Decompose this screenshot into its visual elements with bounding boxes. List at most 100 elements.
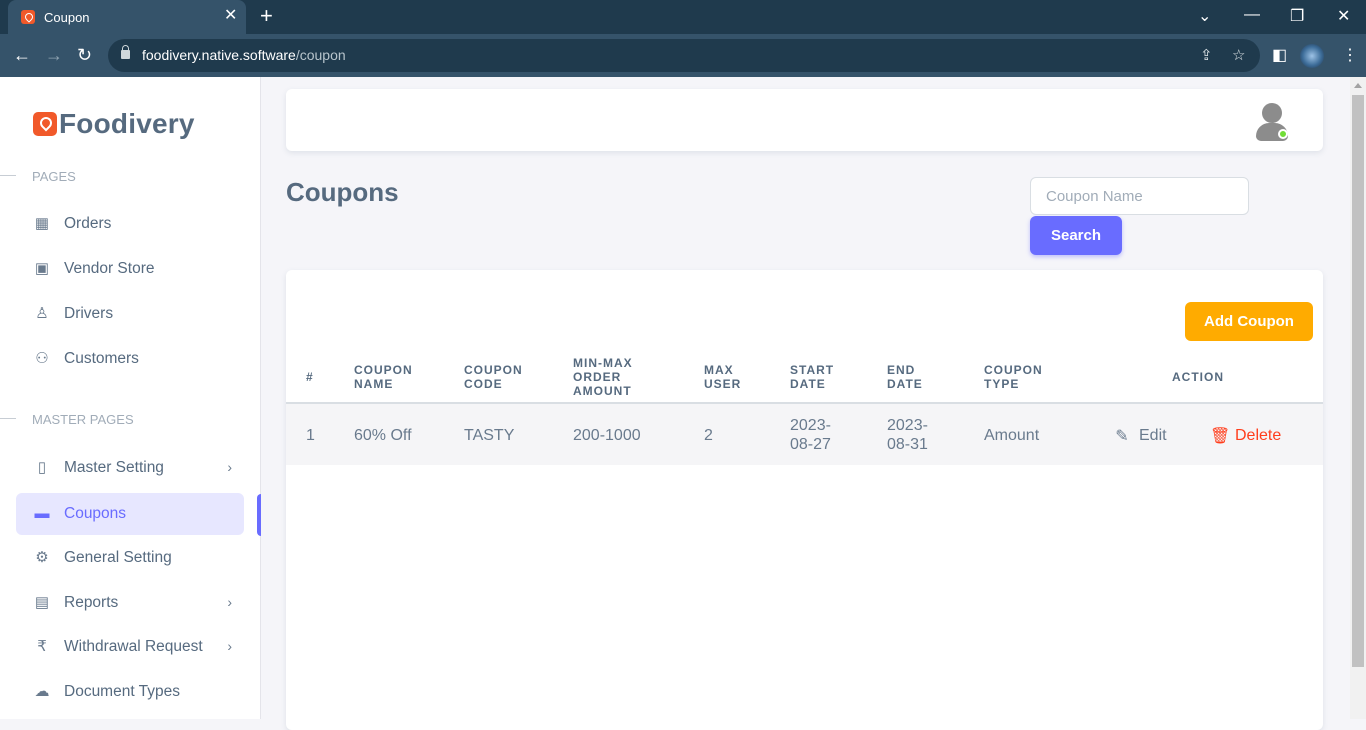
sidebar-item-label: Drivers xyxy=(64,305,114,322)
column-header-coupon-name: COUPON NAME xyxy=(354,363,413,391)
avatar-head xyxy=(1262,103,1282,123)
search-button[interactable]: Search xyxy=(1030,216,1122,255)
sidebar-item-label: Master Setting xyxy=(64,459,164,476)
grid-icon: ▦ xyxy=(34,215,50,232)
column-header-end-date: END DATE xyxy=(887,363,923,391)
column-header-index: # xyxy=(306,370,314,384)
brand-logo[interactable]: Foodivery xyxy=(33,108,195,140)
address-bar[interactable]: foodivery.native.software/coupon ⇪ ☆ xyxy=(108,39,1260,72)
page: Foodivery PAGES ▦ Orders ▣ Vendor Store … xyxy=(0,77,1366,730)
side-panel-icon[interactable]: ◧ xyxy=(1272,47,1288,64)
table-row: 1 60% Off TASTY 200-1000 2 2023-08-27 20… xyxy=(286,404,1323,465)
scroll-up-arrow-icon[interactable] xyxy=(1354,83,1362,88)
profile-avatar[interactable] xyxy=(1300,44,1324,68)
trash-icon: 🗑 xyxy=(1210,428,1231,445)
sidebar-item-label: Customers xyxy=(64,350,139,367)
divider xyxy=(0,175,16,176)
column-header-start-date: START DATE xyxy=(790,363,835,391)
edit-button[interactable]: ✎ Edit xyxy=(1114,426,1167,446)
column-header-action: ACTION xyxy=(1172,370,1224,384)
column-header-coupon-type: COUPON TYPE xyxy=(984,363,1043,391)
file-icon: ▤ xyxy=(34,594,50,611)
favicon-icon xyxy=(21,10,35,24)
sidebar-item-label: Reports xyxy=(64,594,119,611)
sidebar-item-reports[interactable]: ▤ Reports › xyxy=(16,582,244,624)
chevron-right-icon: › xyxy=(227,594,232,610)
browser-tab[interactable]: Coupon ✕ xyxy=(8,0,246,34)
sidebar: Foodivery PAGES ▦ Orders ▣ Vendor Store … xyxy=(0,77,261,719)
rupee-icon: ₹ xyxy=(37,638,47,655)
coupon-search-input[interactable] xyxy=(1030,177,1249,215)
column-header-coupon-code: COUPON CODE xyxy=(464,363,523,391)
scroll-thumb[interactable] xyxy=(1352,95,1364,667)
table-header: # COUPON NAME COUPON CODE MIN-MAX ORDER … xyxy=(286,350,1323,404)
sidebar-item-vendor-store[interactable]: ▣ Vendor Store xyxy=(16,248,244,290)
close-tab-icon[interactable]: ✕ xyxy=(224,7,238,24)
gear-icon: ⚙ xyxy=(35,549,49,566)
cloud-upload-icon: ☁ xyxy=(34,683,50,700)
close-window-icon[interactable]: ✕ xyxy=(1337,8,1351,25)
sidebar-item-label: Withdrawal Request xyxy=(64,638,203,655)
url-text: foodivery.native.software/coupon xyxy=(142,47,346,63)
minimize-icon[interactable]: — xyxy=(1244,6,1260,23)
add-coupon-button[interactable]: Add Coupon xyxy=(1185,302,1313,341)
users-icon: ⚇ xyxy=(35,350,49,367)
edit-label: Edit xyxy=(1139,427,1167,444)
cell-end-date: 2023-08-31 xyxy=(887,417,928,453)
column-header-max-user: MAX USER xyxy=(704,363,742,391)
sidebar-item-label: Coupons xyxy=(64,505,127,522)
coupons-table-card: Add Coupon # COUPON NAME COUPON CODE MIN… xyxy=(286,270,1323,730)
sidebar-item-label: Orders xyxy=(64,215,112,232)
divider xyxy=(0,418,16,419)
sidebar-item-coupons[interactable]: ▬ Coupons xyxy=(16,493,244,535)
sidebar-item-label: Document Types xyxy=(64,683,181,700)
book-icon: ▯ xyxy=(37,459,47,476)
column-header-amount: MIN-MAX ORDER AMOUNT xyxy=(573,356,633,398)
cell-start-date: 2023-08-27 xyxy=(790,417,831,453)
delete-label: Delete xyxy=(1235,427,1282,444)
section-master-pages: MASTER PAGES xyxy=(32,412,134,427)
sidebar-item-label: General Setting xyxy=(64,549,172,566)
sidebar-item-orders[interactable]: ▦ Orders xyxy=(16,203,244,245)
bookmark-star-icon[interactable]: ☆ xyxy=(1232,47,1246,64)
cell-coupon-type: Amount xyxy=(984,427,1040,444)
chevron-right-icon: › xyxy=(227,459,232,475)
cell-coupon-code: TASTY xyxy=(464,427,515,444)
pencil-icon: ✎ xyxy=(1115,428,1129,445)
sidebar-item-document-types[interactable]: ☁ Document Types xyxy=(16,671,244,713)
sidebar-item-withdrawal-request[interactable]: ₹ Withdrawal Request › xyxy=(16,626,244,668)
store-icon: ▣ xyxy=(34,260,50,277)
sidebar-item-label: Vendor Store xyxy=(64,260,155,277)
reload-icon[interactable]: ↻ xyxy=(77,45,93,65)
tab-title: Coupon xyxy=(44,10,90,25)
cell-amount: 200-1000 xyxy=(573,427,641,444)
delete-button[interactable]: 🗑 Delete xyxy=(1210,426,1281,446)
sidebar-item-master-setting[interactable]: ▯ Master Setting › xyxy=(16,447,244,489)
sidebar-item-drivers[interactable]: ♙ Drivers xyxy=(16,293,244,335)
forward-icon[interactable]: → xyxy=(45,45,63,65)
sidebar-item-customers[interactable]: ⚇ Customers xyxy=(16,338,244,380)
user-icon: ♙ xyxy=(35,305,49,322)
active-indicator xyxy=(257,494,261,536)
tab-search-icon[interactable]: ⌄ xyxy=(1198,8,1212,25)
lock-icon xyxy=(121,45,130,59)
brand-name: Foodivery xyxy=(59,108,195,139)
page-scrollbar[interactable] xyxy=(1350,77,1366,719)
new-tab-icon[interactable]: + xyxy=(260,3,273,28)
restore-icon[interactable]: ❐ xyxy=(1290,8,1305,25)
back-icon[interactable]: ← xyxy=(13,45,31,65)
cell-index: 1 xyxy=(306,427,315,444)
location-pin-icon xyxy=(33,112,57,136)
online-status-dot xyxy=(1278,129,1288,139)
page-title: Coupons xyxy=(286,177,399,207)
browser-menu-icon[interactable]: ⋮ xyxy=(1342,47,1358,64)
cell-max-user: 2 xyxy=(704,427,713,444)
sidebar-item-general-setting[interactable]: ⚙ General Setting xyxy=(16,537,244,579)
cell-coupon-name: 60% Off xyxy=(354,427,412,444)
top-navbar xyxy=(286,89,1323,151)
share-icon[interactable]: ⇪ xyxy=(1200,47,1213,64)
user-avatar[interactable] xyxy=(1256,103,1288,141)
browser-titlebar: Coupon ✕ + ⌄ — ❐ ✕ xyxy=(0,0,1366,34)
ticket-icon: ▬ xyxy=(34,505,50,522)
section-pages: PAGES xyxy=(32,169,76,184)
